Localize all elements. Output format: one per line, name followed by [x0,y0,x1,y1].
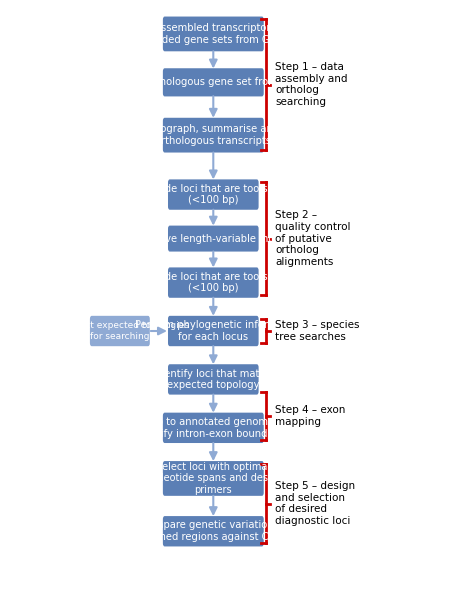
Text: Select loci with optimal
nucleotide spans and design
primers: Select loci with optimal nucleotide span… [143,462,283,495]
FancyBboxPatch shape [163,516,264,547]
Text: Perform phylogenetic inference
for each locus: Perform phylogenetic inference for each … [135,320,292,342]
Text: Compile orthologous gene set from OrthoDB: Compile orthologous gene set from OrthoD… [102,77,324,88]
Text: Step 4 – exon
mapping: Step 4 – exon mapping [275,405,346,427]
Text: Step 3 – species
tree searches: Step 3 – species tree searches [275,320,360,342]
FancyBboxPatch shape [168,226,259,252]
Text: Remove length-variable indels: Remove length-variable indels [137,234,289,244]
Text: Step 1 – data
assembly and
ortholog
searching: Step 1 – data assembly and ortholog sear… [275,62,348,107]
Text: Compare genetic variation of
primed regions against CO1: Compare genetic variation of primed regi… [141,520,286,542]
FancyBboxPatch shape [163,69,264,97]
Text: Exclude loci that are too short
(<100 bp): Exclude loci that are too short (<100 bp… [138,272,288,293]
FancyBboxPatch shape [163,17,264,51]
FancyBboxPatch shape [168,316,259,346]
Text: Map to annotated genome &
identify intron-exon boundaries: Map to annotated genome & identify intro… [135,417,292,439]
Text: Step 2 –
quality control
of putative
ortholog
alignments: Step 2 – quality control of putative ort… [275,210,351,267]
Text: Exclude loci that are too short
(<100 bp): Exclude loci that are too short (<100 bp… [138,184,288,206]
Text: Collate assembled transcriptomes and
downloaded gene sets from GenBank: Collate assembled transcriptomes and dow… [117,23,310,45]
Text: Step 5 – design
and selection
of desired
diagnostic loci: Step 5 – design and selection of desired… [275,481,356,526]
Text: Construct expected topologies
for searching: Construct expected topologies for search… [50,321,190,341]
Text: Identify loci that match
expected topology: Identify loci that match expected topolo… [155,368,272,390]
Text: Run Orthograph, summarise and  align
orthologous transcripts: Run Orthograph, summarise and align orth… [116,125,310,146]
FancyBboxPatch shape [90,316,150,346]
FancyBboxPatch shape [168,268,259,298]
FancyBboxPatch shape [163,118,264,153]
FancyBboxPatch shape [163,412,264,443]
FancyBboxPatch shape [168,364,259,395]
FancyBboxPatch shape [163,461,264,496]
FancyBboxPatch shape [168,179,259,210]
